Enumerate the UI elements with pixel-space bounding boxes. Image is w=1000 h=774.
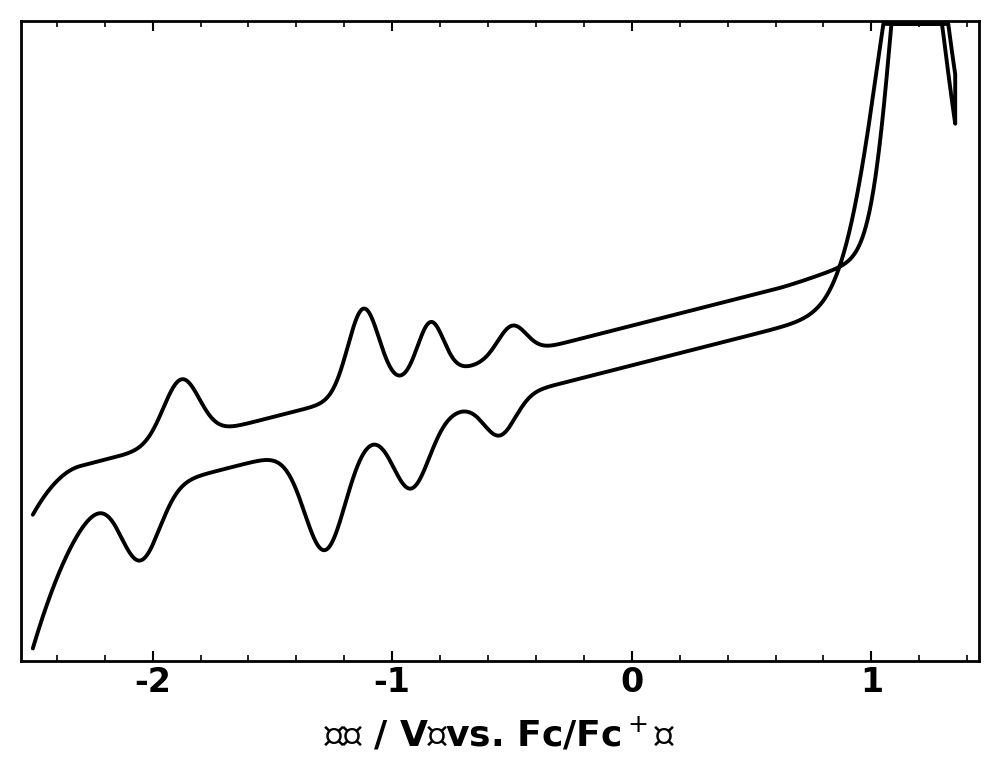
X-axis label: 电位 / V（vs. Fc/Fc$^+$）: 电位 / V（vs. Fc/Fc$^+$） — [324, 716, 676, 753]
